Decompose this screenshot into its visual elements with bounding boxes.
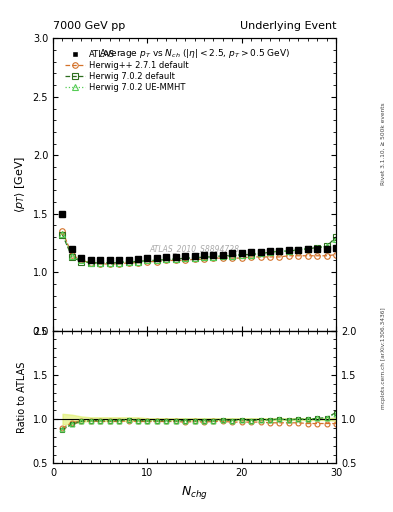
Text: 7000 GeV pp: 7000 GeV pp — [53, 21, 125, 31]
Text: ATLAS_2010_S8894728: ATLAS_2010_S8894728 — [149, 244, 240, 253]
Legend: ATLAS, Herwig++ 2.7.1 default, Herwig 7.0.2 default, Herwig 7.0.2 UE-MMHT: ATLAS, Herwig++ 2.7.1 default, Herwig 7.… — [63, 49, 190, 94]
Text: Average $p_T$ vs $N_{ch}$ ($|\eta| < 2.5$, $p_T > 0.5$ GeV): Average $p_T$ vs $N_{ch}$ ($|\eta| < 2.5… — [99, 47, 290, 60]
Y-axis label: $\langle p_T \rangle$ [GeV]: $\langle p_T \rangle$ [GeV] — [13, 156, 27, 213]
X-axis label: $N_{chg}$: $N_{chg}$ — [181, 484, 208, 501]
Text: Underlying Event: Underlying Event — [239, 21, 336, 31]
Text: Rivet 3.1.10, ≥ 500k events: Rivet 3.1.10, ≥ 500k events — [381, 102, 386, 185]
Y-axis label: Ratio to ATLAS: Ratio to ATLAS — [17, 361, 27, 433]
Text: mcplots.cern.ch [arXiv:1306.3436]: mcplots.cern.ch [arXiv:1306.3436] — [381, 308, 386, 409]
